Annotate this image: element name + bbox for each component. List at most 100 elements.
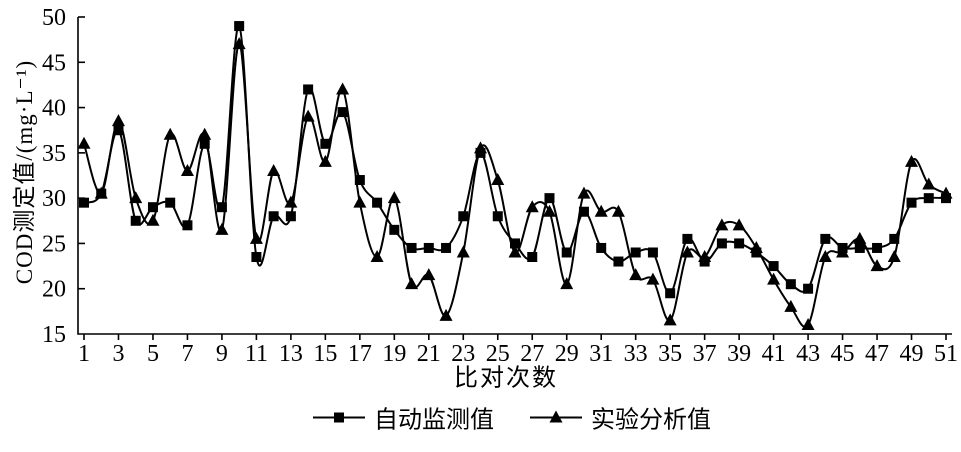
square-marker [475, 147, 486, 158]
x-tick-label-49: 49 [900, 341, 924, 367]
x-tick-label-29: 29 [555, 341, 579, 367]
square-marker [492, 211, 503, 222]
square-marker [320, 138, 331, 149]
triangle-marker [508, 245, 522, 258]
triangle-marker [853, 231, 867, 244]
square-marker [285, 211, 296, 222]
x-tick-label-33: 33 [624, 341, 648, 367]
y-tick-label-25: 25 [42, 231, 66, 257]
triangle-marker [577, 186, 591, 199]
square-marker [337, 107, 348, 118]
square-marker [820, 233, 831, 244]
triangle-marker [422, 268, 436, 281]
square-marker [803, 283, 814, 294]
square-marker [423, 242, 434, 253]
square-marker [113, 125, 124, 136]
triangle-marker [198, 127, 212, 140]
triangle-marker [549, 410, 563, 422]
triangle-marker [180, 163, 194, 176]
square-marker [544, 193, 555, 204]
y-tick-label-45: 45 [42, 50, 66, 76]
square-marker [303, 84, 314, 95]
triangle-marker [905, 154, 919, 167]
square-marker [647, 247, 658, 258]
x-tick-label-35: 35 [658, 341, 682, 367]
square-marker [682, 233, 693, 244]
triangle-marker [922, 177, 936, 190]
x-tick-label-51: 51 [934, 341, 958, 367]
x-tick-label-15: 15 [313, 341, 337, 367]
legend: 自动监测值 实验分析值 [313, 400, 711, 435]
series-lab-analysis [77, 37, 953, 330]
square-marker [923, 193, 934, 204]
x-tick-label-37: 37 [693, 341, 717, 367]
x-axis-title: 比对次数 [454, 365, 558, 392]
triangle-marker [715, 218, 729, 231]
square-marker [578, 206, 589, 217]
square-marker [699, 256, 710, 267]
x-tick-label-9: 9 [216, 341, 228, 367]
y-tick-label-20: 20 [42, 277, 66, 303]
triangle-marker [318, 154, 332, 167]
x-tick-label-27: 27 [520, 341, 544, 367]
x-tick-label-31: 31 [589, 341, 613, 367]
square-marker [147, 202, 158, 213]
x-tick-label-17: 17 [348, 341, 372, 367]
triangle-marker [336, 82, 350, 95]
triangle-marker [680, 245, 694, 258]
triangle-marker [732, 218, 746, 231]
triangle-marker [784, 299, 798, 312]
y-axis-title: COD测定值/(mg·L⁻¹) [12, 59, 37, 285]
x-tick-label-19: 19 [382, 341, 406, 367]
square-marker [785, 279, 796, 290]
y-axis: 15 20 25 30 35 40 45 50 [42, 5, 85, 348]
legend-marker-square-icon [313, 412, 365, 422]
square-marker [768, 261, 779, 272]
square-marker [406, 242, 417, 253]
y-tick-label-15: 15 [42, 322, 66, 348]
triangle-marker [663, 313, 677, 326]
legend-label-auto-monitoring: 自动监测值 [374, 407, 494, 434]
square-marker [837, 242, 848, 253]
triangle-marker [611, 204, 625, 217]
x-tick-label-11: 11 [245, 341, 268, 367]
y-tick-label-35: 35 [42, 141, 66, 167]
triangle-marker [284, 195, 298, 208]
triangle-marker [525, 200, 539, 213]
triangle-marker [77, 136, 91, 149]
triangle-marker [146, 213, 160, 226]
square-marker [561, 247, 572, 258]
square-marker [268, 211, 279, 222]
triangle-marker [594, 204, 608, 217]
square-marker [216, 202, 227, 213]
square-marker [889, 233, 900, 244]
axis-lines [77, 17, 952, 335]
triangle-marker [249, 231, 263, 244]
square-marker [527, 252, 538, 263]
x-tick-label-39: 39 [727, 341, 751, 367]
square-marker [199, 138, 210, 149]
triangle-marker [646, 272, 660, 285]
triangle-marker [870, 259, 884, 272]
square-marker [96, 188, 107, 199]
x-tick-label-21: 21 [417, 341, 441, 367]
triangle-marker [163, 127, 177, 140]
square-marker [234, 21, 245, 32]
square-marker [372, 197, 383, 208]
square-marker [389, 224, 400, 235]
y-tick-label-30: 30 [42, 186, 66, 212]
triangle-marker [405, 277, 419, 290]
legend-label-lab-analysis: 实验分析值 [591, 407, 711, 434]
square-marker [716, 238, 727, 249]
legend-item-auto-monitoring: 自动监测值 [313, 400, 494, 435]
triangle-marker [301, 109, 315, 122]
legend-item-lab-analysis: 实验分析值 [530, 400, 711, 435]
y-tick-label-50: 50 [42, 5, 66, 31]
x-tick-label-5: 5 [147, 341, 159, 367]
square-marker [613, 256, 624, 267]
triangle-marker [111, 114, 125, 127]
square-marker [941, 193, 951, 204]
triangle-marker [439, 308, 453, 321]
square-marker [334, 412, 344, 422]
